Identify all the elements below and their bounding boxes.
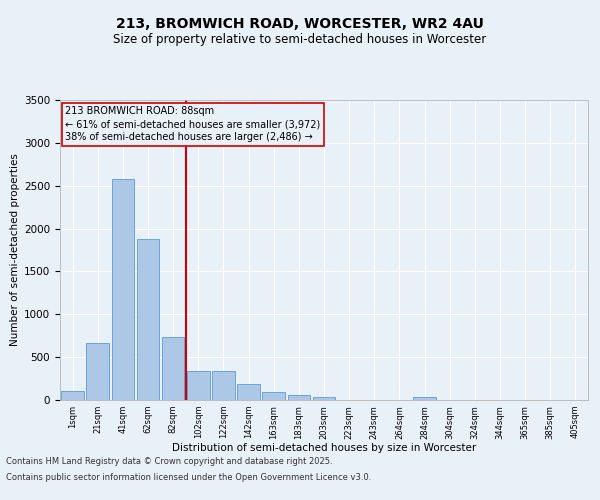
Bar <box>162 338 184 400</box>
Bar <box>137 239 160 400</box>
Bar <box>262 392 285 400</box>
Bar <box>112 179 134 400</box>
Text: Contains HM Land Registry data © Crown copyright and database right 2025.: Contains HM Land Registry data © Crown c… <box>6 458 332 466</box>
Y-axis label: Number of semi-detached properties: Number of semi-detached properties <box>10 154 20 346</box>
Bar <box>61 392 84 400</box>
Bar <box>212 371 235 400</box>
Text: Size of property relative to semi-detached houses in Worcester: Size of property relative to semi-detach… <box>113 32 487 46</box>
Bar <box>237 384 260 400</box>
Bar <box>313 398 335 400</box>
Text: 213 BROMWICH ROAD: 88sqm
← 61% of semi-detached houses are smaller (3,972)
38% o: 213 BROMWICH ROAD: 88sqm ← 61% of semi-d… <box>65 106 320 142</box>
Text: 213, BROMWICH ROAD, WORCESTER, WR2 4AU: 213, BROMWICH ROAD, WORCESTER, WR2 4AU <box>116 18 484 32</box>
X-axis label: Distribution of semi-detached houses by size in Worcester: Distribution of semi-detached houses by … <box>172 443 476 453</box>
Bar <box>413 398 436 400</box>
Bar <box>86 344 109 400</box>
Bar <box>187 371 209 400</box>
Bar <box>287 395 310 400</box>
Text: Contains public sector information licensed under the Open Government Licence v3: Contains public sector information licen… <box>6 472 371 482</box>
